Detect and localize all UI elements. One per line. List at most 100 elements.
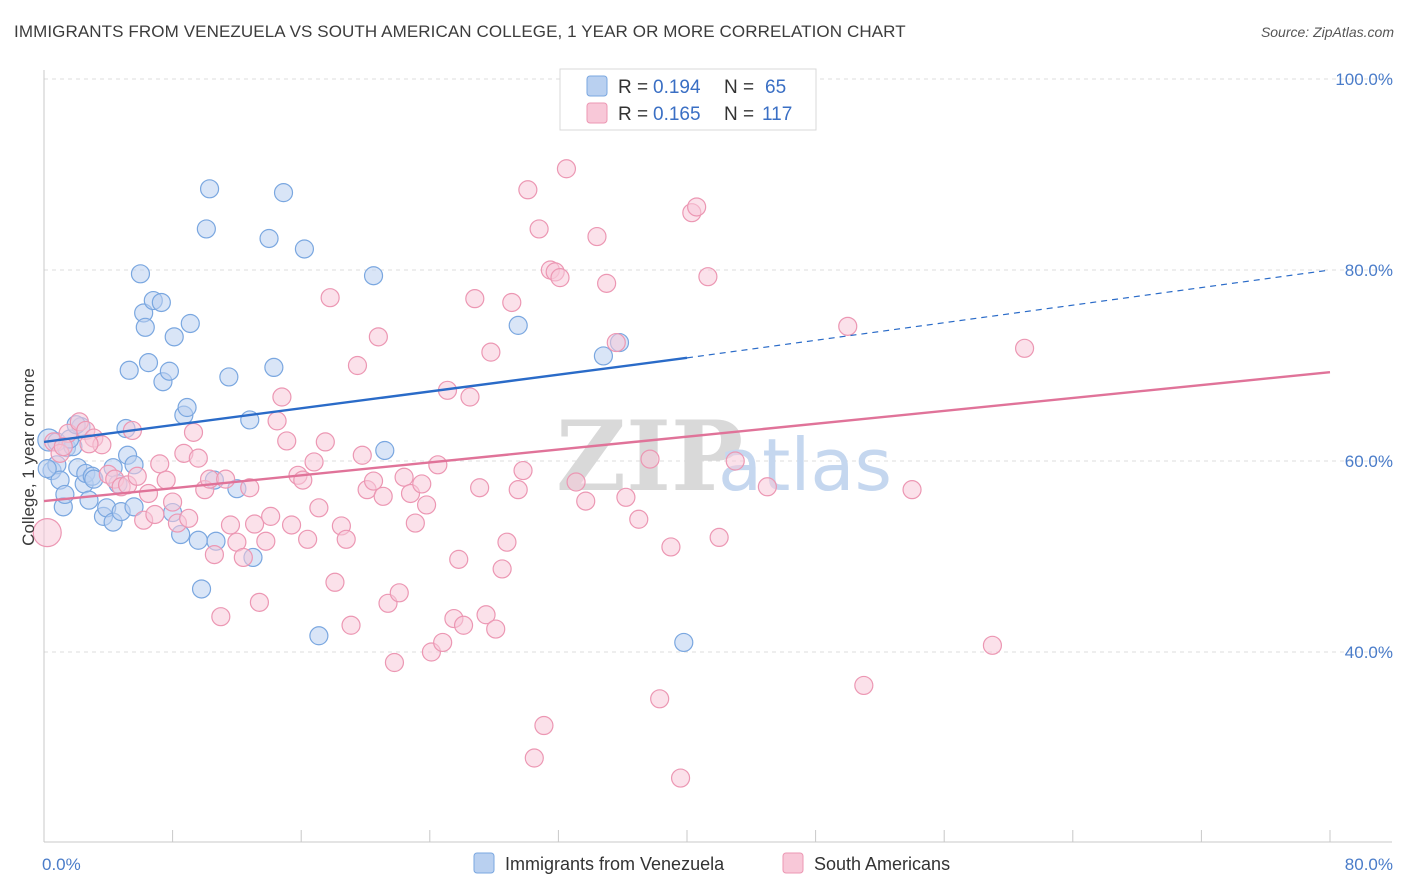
south-american-point — [576, 491, 596, 511]
south-american-point — [204, 544, 224, 565]
south-american-point — [497, 532, 517, 552]
south-american-point — [476, 605, 496, 625]
gridlines — [44, 78, 1392, 653]
watermark-atlas: atlas — [718, 423, 892, 507]
south-american-point — [428, 455, 448, 475]
south-american-point — [304, 452, 324, 472]
south-american-point — [698, 267, 718, 287]
south-american-point — [529, 219, 549, 239]
trend-lines — [43, 269, 1331, 503]
south-american-point — [240, 478, 260, 498]
legend-n-value-1: 65 — [765, 77, 786, 98]
south-american-point — [486, 619, 506, 639]
south-american-point — [261, 506, 281, 526]
south-american-point — [566, 472, 586, 492]
south-american-point — [352, 445, 372, 465]
south-american-point — [629, 509, 649, 529]
venezuela-trend-extension — [686, 269, 1331, 359]
legend-r-label-2: R = — [618, 104, 648, 125]
south-american-point — [606, 332, 626, 353]
south-american-point — [183, 422, 204, 442]
south-american-point — [163, 492, 183, 512]
south-american-point — [211, 607, 231, 627]
south-american-point — [336, 529, 356, 549]
south-american-point — [725, 451, 745, 471]
south-american-trend-line — [43, 370, 1331, 503]
venezuela-point — [151, 292, 171, 313]
south-american-point — [556, 159, 577, 179]
south-american-point — [587, 226, 607, 247]
south-american-point — [838, 316, 858, 336]
south-american-point — [757, 477, 777, 497]
south-american-point — [597, 273, 617, 293]
series-name-south-american: South Americans — [814, 854, 950, 874]
x-tick-label: 80.0% — [1345, 855, 1393, 874]
venezuela-point — [164, 327, 184, 347]
x-tick-label: 0.0% — [42, 855, 81, 874]
south-american-point — [616, 487, 636, 507]
legend-n-label-1: N = — [724, 77, 754, 98]
venezuela-point — [199, 179, 220, 199]
south-american-point — [325, 572, 345, 592]
south-american-point — [389, 583, 409, 603]
south-american-point — [363, 471, 384, 491]
series-name-venezuela: Immigrants from Venezuela — [505, 854, 725, 874]
south-american-point — [524, 748, 544, 768]
venezuela-point — [135, 317, 155, 337]
venezuela-point — [219, 367, 239, 387]
south-american-point — [982, 635, 1003, 655]
venezuela-point — [138, 353, 159, 373]
y-axis-label: College, 1 year or more — [19, 368, 38, 546]
south-american-point — [127, 466, 147, 486]
legend-r-value-1: 0.194 — [653, 77, 701, 98]
south-american-point — [534, 715, 554, 736]
south-american-point — [502, 292, 522, 313]
south-american-point — [687, 197, 707, 217]
venezuela-point — [119, 360, 139, 380]
south-american-point — [138, 483, 159, 504]
venezuela-point — [294, 239, 315, 259]
south-american-point — [854, 675, 874, 696]
axes — [43, 70, 1392, 843]
y-tick-labels: 40.0% 60.0% 80.0% 100.0% — [1335, 70, 1393, 662]
south-american-point — [249, 592, 270, 612]
south-american-point — [216, 469, 236, 489]
south-american-point — [281, 515, 302, 535]
south-american-point — [179, 508, 199, 528]
legend-swatch-south-american — [586, 102, 608, 124]
south-american-point — [233, 547, 253, 568]
south-american-point — [341, 615, 361, 635]
y-tick-label: 60.0% — [1345, 452, 1393, 471]
south-american-point — [640, 449, 660, 469]
correlation-legend: R = 0.194 N = 65 R = 0.165 N = 117 — [559, 68, 817, 131]
venezuela-point — [273, 183, 294, 203]
venezuela-point — [124, 497, 144, 517]
south-american-point — [145, 504, 165, 525]
south-american-point — [518, 180, 538, 200]
south-american-point — [309, 498, 329, 518]
venezuela-point — [79, 490, 99, 510]
chart-title: IMMIGRANTS FROM VENEZUELA VS SOUTH AMERI… — [14, 22, 906, 41]
y-tick-label: 100.0% — [1335, 70, 1393, 89]
south-american-point — [244, 514, 265, 534]
south-american-point — [220, 515, 241, 535]
venezuela-point — [259, 228, 279, 249]
data-points — [32, 159, 1035, 788]
venezuela-point — [177, 397, 197, 418]
series-swatch-venezuela — [473, 852, 495, 874]
south-american-point — [453, 615, 474, 635]
south-american-point — [277, 431, 297, 451]
south-american-point — [650, 689, 670, 709]
south-american-point — [53, 437, 73, 457]
south-american-point — [1014, 338, 1035, 358]
venezuela-point — [593, 346, 614, 366]
venezuela-point — [674, 632, 694, 653]
venezuela-point — [130, 264, 151, 284]
venezuela-point — [375, 440, 395, 461]
south-american-point — [347, 355, 368, 376]
venezuela-point — [180, 313, 200, 334]
venezuela-point — [188, 530, 208, 550]
y-tick-label: 40.0% — [1345, 643, 1393, 662]
series-legend: Immigrants from Venezuela South American… — [473, 852, 950, 874]
